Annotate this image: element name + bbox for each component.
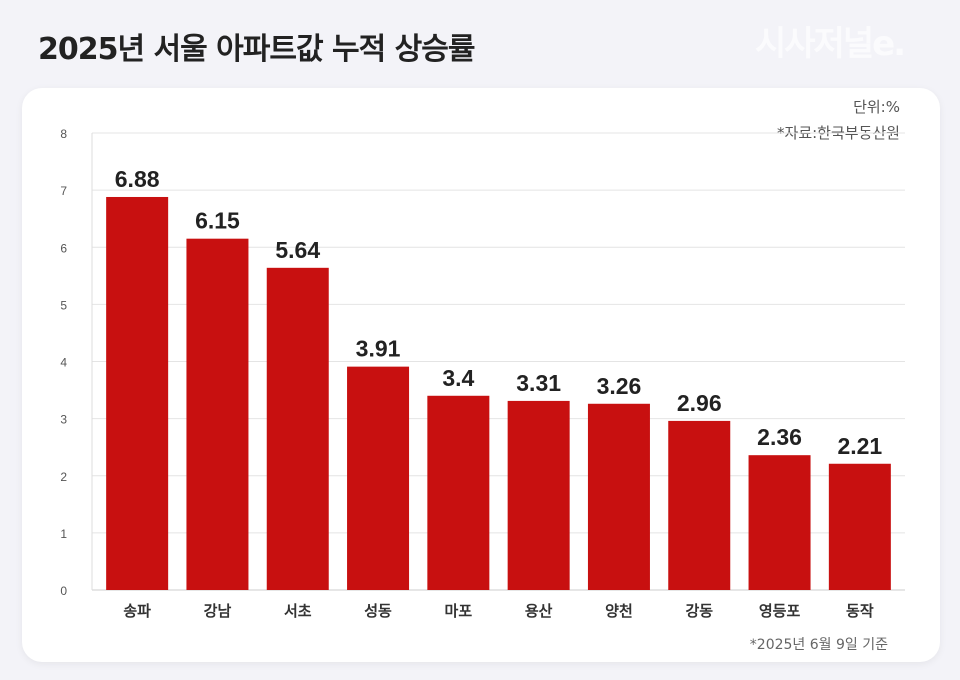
x-tick-label: 마포 [445,602,473,620]
footnote: *2025년 6월 9일 기준 [749,637,888,653]
bar [828,463,891,590]
bar [507,400,570,590]
logo: 시사저널e. [755,24,906,64]
x-tick-label: 송파 [123,602,151,620]
data-label: 2.36 [757,424,802,450]
x-tick-label: 서초 [284,602,312,620]
x-tick-label: 강동 [685,602,713,620]
y-tick-label: 8 [60,127,67,141]
bar [106,196,169,591]
bar [748,455,811,590]
x-tick-label: 강남 [204,602,232,620]
x-tick-label: 성동 [364,602,392,620]
bar [347,366,410,590]
y-tick-label: 7 [60,184,67,198]
y-tick-label: 3 [60,413,67,427]
data-label: 5.64 [275,237,320,263]
y-tick-label: 0 [60,584,67,598]
y-tick-label: 5 [60,298,67,312]
x-tick-label: 양천 [605,602,633,620]
data-label: 3.4 [442,365,474,391]
y-tick-label: 1 [60,527,67,541]
data-label: 3.91 [356,336,401,362]
y-tick-label: 6 [60,241,67,255]
x-tick-label: 용산 [525,602,553,620]
unit-label: 단위:% [853,98,900,116]
data-label: 6.88 [115,166,160,192]
data-label: 3.31 [516,370,561,396]
data-label: 2.96 [677,390,722,416]
bar [186,238,249,590]
bar [266,267,329,590]
data-label: 6.15 [195,208,240,234]
data-label: 3.26 [597,373,642,399]
bar [587,403,650,590]
page-title: 2025년 서울 아파트값 누적 상승률 [38,32,475,67]
x-tick-label: 동작 [846,602,874,620]
y-tick-label: 2 [60,470,67,484]
data-label: 2.21 [837,433,882,459]
y-tick-label: 4 [60,356,67,370]
bar [427,395,490,590]
bar [668,420,731,590]
x-tick-label: 영등포 [759,602,801,620]
